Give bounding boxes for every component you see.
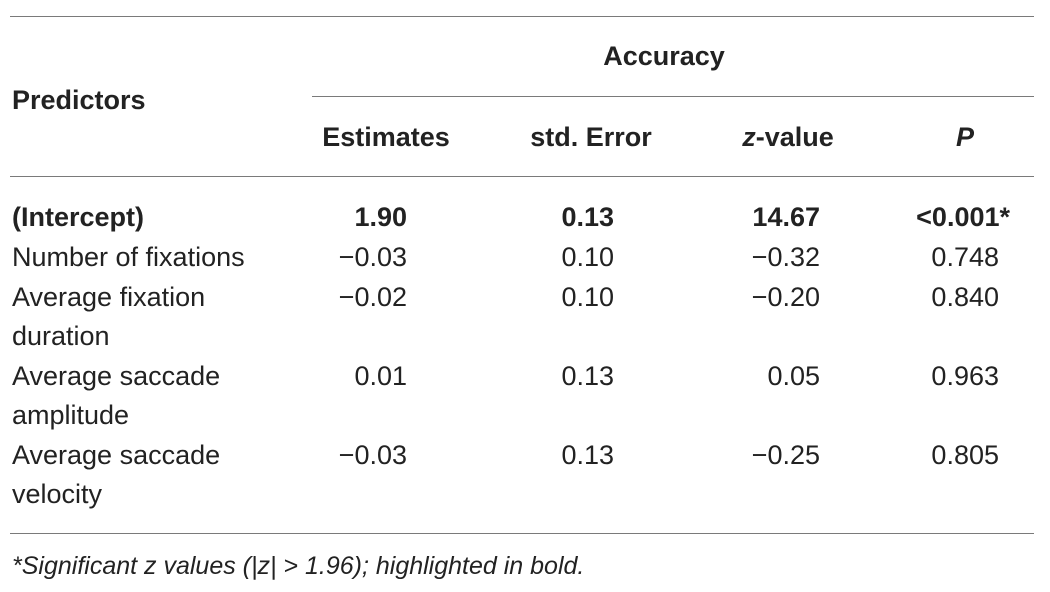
table-row-2-predictor: Average fixation: [12, 282, 206, 312]
table-row-3-estimate: 0.01: [354, 361, 407, 391]
table-footnote: *Significant z values (|z| > 1.96); high…: [12, 552, 585, 580]
z-italic: z: [742, 122, 756, 152]
table-row-4-predictor-line2: velocity: [12, 479, 103, 509]
z-value-rest: -value: [755, 122, 834, 152]
p-column-header: P: [915, 117, 1015, 157]
table-row-0-z-value: 14.67: [752, 202, 820, 232]
z-value-column-header: z-value: [708, 117, 868, 157]
accuracy-group-rule: [312, 96, 1034, 97]
table-row-0-p: <0.001*: [916, 202, 1010, 232]
table-row-2-p: 0.840: [931, 282, 999, 312]
table-row-3-predictor: Average saccade: [12, 361, 221, 391]
table-row-4-estimate: −0.03: [338, 440, 407, 470]
accuracy-group-header: Accuracy: [603, 41, 725, 71]
table-row-3-std-error: 0.13: [561, 361, 614, 391]
table-row-1-std-error: 0.10: [561, 242, 614, 272]
std-error-column-header: std. Error: [530, 122, 652, 152]
header-bottom-rule: [10, 176, 1034, 177]
table-row-3-p: 0.963: [931, 361, 999, 391]
table-row-4-p: 0.805: [931, 440, 999, 470]
predictors-header: Predictors: [12, 85, 146, 115]
table-row-4-predictor: Average saccade: [12, 440, 221, 470]
table-row-4-z-value: −0.25: [751, 440, 820, 470]
table-row-0-estimate: 1.90: [354, 202, 407, 232]
table-row-1-z-value: −0.32: [751, 242, 820, 272]
table-row-1-p: 0.748: [931, 242, 999, 272]
table-row-3-z-value: 0.05: [767, 361, 820, 391]
table-row-3-predictor-line2: amplitude: [12, 400, 130, 430]
table-row-1-estimate: −0.03: [338, 242, 407, 272]
table-row-2-std-error: 0.10: [561, 282, 614, 312]
table-row-2-z-value: −0.20: [751, 282, 820, 312]
p-italic: P: [955, 122, 974, 152]
table-row-1-predictor: Number of fixations: [12, 242, 245, 272]
table-row-0-predictor: (Intercept): [12, 202, 145, 232]
table-row-2-predictor-line2: duration: [12, 321, 110, 351]
table-row-4-std-error: 0.13: [561, 440, 614, 470]
table-top-rule: [10, 16, 1034, 17]
estimates-column-header: Estimates: [322, 122, 450, 152]
table-bottom-rule: [10, 533, 1034, 534]
table-row-0-std-error: 0.13: [561, 202, 614, 232]
table-row-2-estimate: −0.02: [338, 282, 407, 312]
